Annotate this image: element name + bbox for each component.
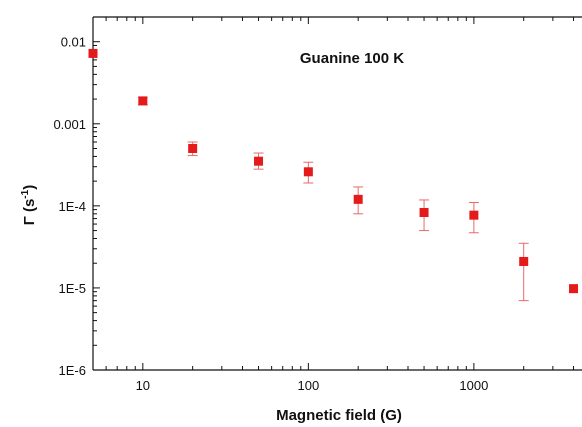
data-point [254, 156, 264, 166]
y-tick-label: 1E-6 [59, 363, 86, 378]
y-axis: 0.01 0.001 1E-4 1E-5 1E-6 [53, 16, 100, 378]
y-tick-label: 1E-4 [59, 199, 86, 214]
data-point [188, 143, 198, 153]
y-axis-title-close: ) [21, 185, 38, 190]
y-tick-label: 0.001 [53, 117, 86, 132]
chart-annotation: Guanine 100 K [300, 50, 404, 67]
y-axis-title-sup: -1 [20, 189, 31, 198]
data-point [519, 256, 529, 266]
data-point [419, 207, 429, 217]
y-axis-title: Γ (s-1) [20, 185, 38, 225]
data-point [469, 210, 479, 220]
plot-frame [92, 16, 582, 371]
data-point [303, 167, 313, 177]
x-tick-label: 10 [136, 378, 150, 393]
data-point [88, 48, 98, 58]
x-tick-label: 100 [298, 378, 320, 393]
data-series [88, 48, 579, 302]
x-axis-title: Magnetic field (G) [276, 407, 402, 424]
y-tick-label: 0.01 [61, 35, 86, 50]
x-axis: 10 100 1000 [92, 17, 575, 393]
y-axis-title-main: Γ (s [21, 199, 38, 226]
data-point [138, 96, 148, 106]
y-tick-label: 1E-5 [59, 281, 86, 296]
data-point [569, 284, 579, 294]
x-tick-label: 1000 [459, 378, 488, 393]
data-point [353, 194, 363, 204]
